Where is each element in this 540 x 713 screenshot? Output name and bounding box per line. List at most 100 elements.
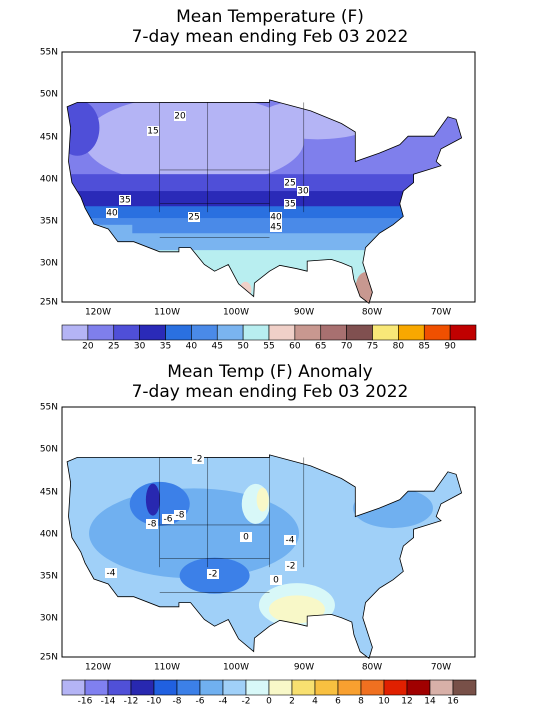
colorbar-box [113, 324, 140, 341]
colorbar-box [61, 679, 86, 696]
colorbar-box [153, 679, 178, 696]
colorbar-box [372, 324, 399, 341]
band [67, 99, 100, 156]
contour-label: 45 [270, 223, 281, 233]
contour-label-bg [105, 568, 117, 578]
colorbar-box [383, 679, 408, 696]
colorbar-label: 12 [401, 697, 412, 707]
contour-label: -4 [107, 569, 116, 579]
colorbar-box [176, 679, 201, 696]
lon-label: 80W [362, 663, 382, 673]
title: Mean Temp (F) Anomaly [167, 362, 372, 382]
lon-label: 90W [294, 308, 314, 318]
title: Mean Temperature (F) [176, 7, 364, 27]
colorbar-box [87, 324, 115, 341]
subtitle: 7-day mean ending Feb 03 2022 [132, 27, 409, 47]
contour-label-bg [174, 510, 186, 520]
colorbar-label: -2 [242, 697, 251, 707]
colorbar-box [130, 679, 155, 696]
band [256, 487, 269, 512]
colorbar-label: 35 [160, 342, 171, 352]
lon-label: 100W [223, 663, 249, 673]
contour-label: -2 [194, 455, 203, 465]
colorbar-box [245, 679, 270, 696]
us-outline [66, 454, 463, 659]
lat-label: 50N [40, 445, 58, 455]
lon-label: 120W [85, 308, 111, 318]
colorbar-label: 85 [419, 342, 430, 352]
colorbar-box [139, 324, 166, 341]
contour-label-bg [284, 178, 296, 188]
colorbar-label: -14 [101, 697, 116, 707]
lat-label: 50N [40, 90, 58, 100]
colorbar-label: 16 [447, 697, 459, 707]
colorbar-label: 90 [444, 342, 456, 352]
contour-label-bg [270, 575, 282, 585]
contour-label: 40 [106, 209, 118, 219]
contour-label: -4 [286, 536, 295, 546]
colorbar-box [268, 679, 293, 696]
colorbar-box [291, 679, 316, 696]
lat-label: 35N [40, 572, 58, 582]
colorbar-label: 0 [266, 697, 272, 707]
colorbar-label: 25 [108, 342, 119, 352]
contour-label-bg [106, 208, 118, 218]
lat-label: 35N [40, 217, 58, 227]
lon-label: 70W [431, 308, 451, 318]
colorbar-label: -8 [173, 697, 182, 707]
contour-label-bg [270, 222, 282, 232]
lon-label: 70W [431, 663, 451, 673]
colorbar-label: 14 [424, 697, 436, 707]
band [145, 483, 160, 516]
contour-label: -8 [176, 511, 185, 521]
lon-label: 100W [223, 308, 249, 318]
contour-label-bg [192, 454, 204, 464]
contour-label: 15 [147, 127, 158, 137]
lon-label: 110W [154, 308, 180, 318]
lat-label: 30N [40, 614, 58, 624]
contour-label: 20 [174, 112, 186, 122]
colorbar-label: 70 [341, 342, 353, 352]
colorbar-label: -10 [147, 697, 162, 707]
colorbar-box [449, 324, 477, 341]
colorbar-label: 40 [186, 342, 198, 352]
colorbar-label: -4 [219, 697, 228, 707]
contour-label: -8 [148, 520, 157, 530]
colorbar-label: 50 [237, 342, 249, 352]
contour-label: 35 [119, 196, 130, 206]
colorbar-box [320, 324, 347, 341]
contour-label: -2 [287, 562, 296, 572]
contour-label-bg [146, 519, 158, 529]
contour-label: 40 [270, 213, 282, 223]
contour-label-bg [284, 535, 296, 545]
contour-label-bg [162, 514, 174, 524]
colorbar-box [314, 679, 339, 696]
lat-label: 40N [40, 530, 58, 540]
colorbar-box [61, 324, 89, 341]
colorbar-box [84, 679, 109, 696]
colorbar-box [165, 324, 192, 341]
colorbar-label: 80 [393, 342, 405, 352]
colorbar-box [346, 324, 373, 341]
colorbar-label: 6 [335, 697, 341, 707]
colorbar-box [360, 679, 385, 696]
colorbar-box [406, 679, 431, 696]
colorbar-label: 55 [263, 342, 274, 352]
colorbar-box [337, 679, 362, 696]
colorbar-box [452, 679, 477, 696]
contour-label-bg [285, 561, 297, 571]
lon-label: 120W [85, 663, 111, 673]
colorbar-box [429, 679, 454, 696]
lat-label: 55N [40, 48, 58, 58]
colorbar-label: 30 [134, 342, 146, 352]
colorbar-label: 2 [289, 697, 295, 707]
colorbar-box [268, 324, 296, 341]
colorbar-label: -16 [78, 697, 93, 707]
contour-label-bg [147, 126, 159, 136]
lon-label: 80W [362, 308, 382, 318]
contour-label-bg [240, 532, 252, 542]
contour-label: 35 [284, 200, 295, 210]
colorbar-box [199, 679, 224, 696]
contour-label: -2 [209, 570, 218, 580]
contour-label: 0 [273, 576, 279, 586]
